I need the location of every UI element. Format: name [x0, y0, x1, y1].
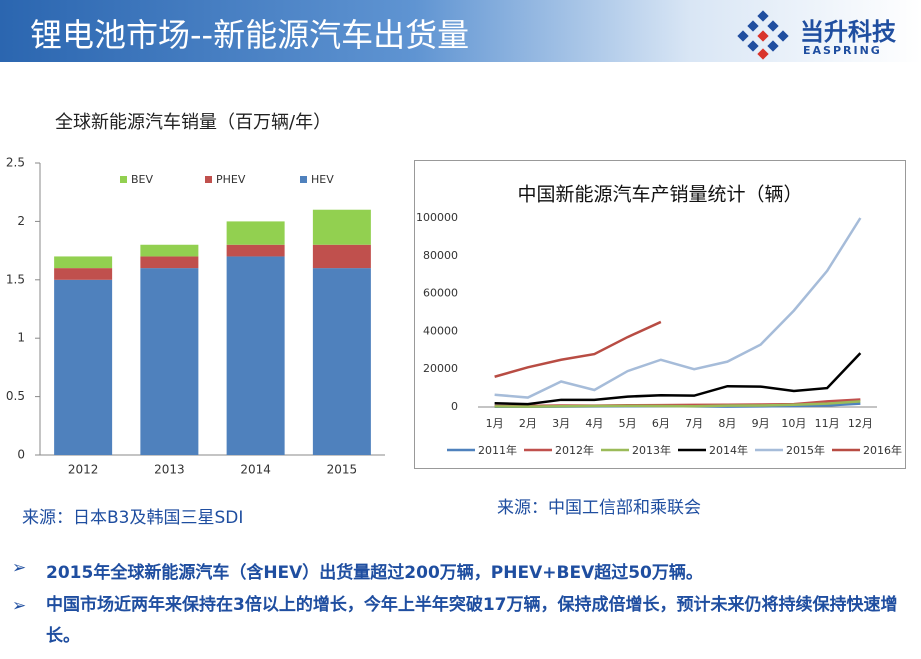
y-tick-label: 80000 [423, 249, 458, 262]
legend-label: 2014年 [709, 443, 748, 457]
chart-frame [414, 160, 906, 469]
y-tick-label: 0 [451, 400, 458, 413]
y-tick-label: 2.5 [6, 156, 25, 170]
x-tick-label: 2015 [327, 463, 358, 477]
y-tick-label: 1.5 [6, 272, 25, 286]
x-tick-label: 5月 [619, 417, 637, 430]
y-tick-label: 40000 [423, 324, 458, 337]
legend-label: 2012年 [555, 443, 594, 457]
chart-title: 全球新能源汽车销量（百万辆/年） [55, 112, 332, 133]
legend-label: BEV [131, 173, 153, 186]
bullet-marker: ➢ [12, 558, 27, 578]
bar-segment [54, 279, 113, 455]
legend-label: HEV [311, 173, 334, 186]
x-tick-label: 10月 [781, 417, 806, 430]
x-tick-label: 8月 [718, 417, 736, 430]
logo-icon [737, 10, 789, 60]
bullet: 中国市场近两年来保持在3倍以上的增长，今年上半年突破17万辆，保持成倍增长，预计… [46, 595, 898, 646]
x-tick-label: 1月 [486, 417, 504, 430]
x-tick-label: 6月 [652, 417, 670, 430]
y-tick-label: 0 [17, 448, 25, 462]
bar-segment [312, 244, 371, 269]
x-tick-label: 2012 [68, 463, 99, 477]
line-series [494, 352, 862, 406]
line-chart: 中国新能源汽车产销量统计（辆） 0 20000 40000 60000 80000 1000… [416, 184, 902, 458]
bar-segment [226, 244, 285, 257]
x-tick-label: 2月 [519, 417, 537, 430]
bar-chart: 0 0.5 1 1.5 2 2.5 2012 2013 2014 2015 HEV PHEV BEV [6, 156, 385, 477]
y-tick-label: 100000 [416, 211, 458, 224]
bullet-marker: ➢ [12, 596, 27, 616]
legend-label: 2016年 [863, 443, 902, 457]
bar-segment [312, 209, 371, 245]
source: 来源：日本B3及韩国三星SDI [22, 508, 244, 528]
legend-label: PHEV [216, 173, 246, 186]
bar-segment [54, 268, 113, 280]
legend-swatch [205, 176, 212, 183]
y-tick-label: 1 [17, 331, 25, 345]
legend-swatch [300, 176, 307, 183]
line-series [494, 400, 861, 408]
source: 来源：中国工信部和乘联会 [497, 498, 701, 518]
header-bar [0, 0, 921, 62]
line-series [494, 320, 662, 378]
slide-title: 锂电池市场--新能源汽车出货量 [30, 16, 470, 54]
x-tick-label: 12月 [848, 417, 873, 430]
y-tick-label: 60000 [423, 287, 458, 300]
y-tick-label: 0.5 [6, 389, 25, 403]
chart-title: 中国新能源汽车产销量统计（辆） [517, 184, 802, 206]
bar-segment [226, 256, 285, 455]
x-tick-label: 11月 [815, 417, 840, 430]
bar-segment [140, 256, 199, 269]
logo-name: 当升科技 [800, 18, 896, 46]
legend-label: 2015年 [786, 443, 825, 457]
logo-en: EASPRING [803, 44, 882, 57]
y-tick-label: 20000 [423, 362, 458, 375]
legend-label: 2013年 [632, 443, 671, 457]
x-tick-label: 7月 [685, 417, 703, 430]
x-tick-label: 2014 [240, 463, 271, 477]
bar-segment [140, 268, 199, 455]
x-tick-label: 3月 [552, 417, 570, 430]
y-tick-label: 2 [17, 214, 25, 228]
legend-swatch [120, 176, 127, 183]
x-tick-label: 4月 [585, 417, 603, 430]
x-tick-label: 2013 [154, 463, 185, 477]
bar-segment [312, 268, 371, 455]
bar-segment [226, 221, 285, 245]
bar-segment [54, 256, 113, 269]
line-series [494, 217, 862, 399]
bullet: 2015年全球新能源汽车（含HEV）出货量超过200万辆，PHEV+BEV超过5… [46, 563, 703, 583]
legend-label: 2011年 [478, 443, 517, 457]
x-tick-label: 9月 [752, 417, 770, 430]
bar-segment [140, 244, 199, 257]
